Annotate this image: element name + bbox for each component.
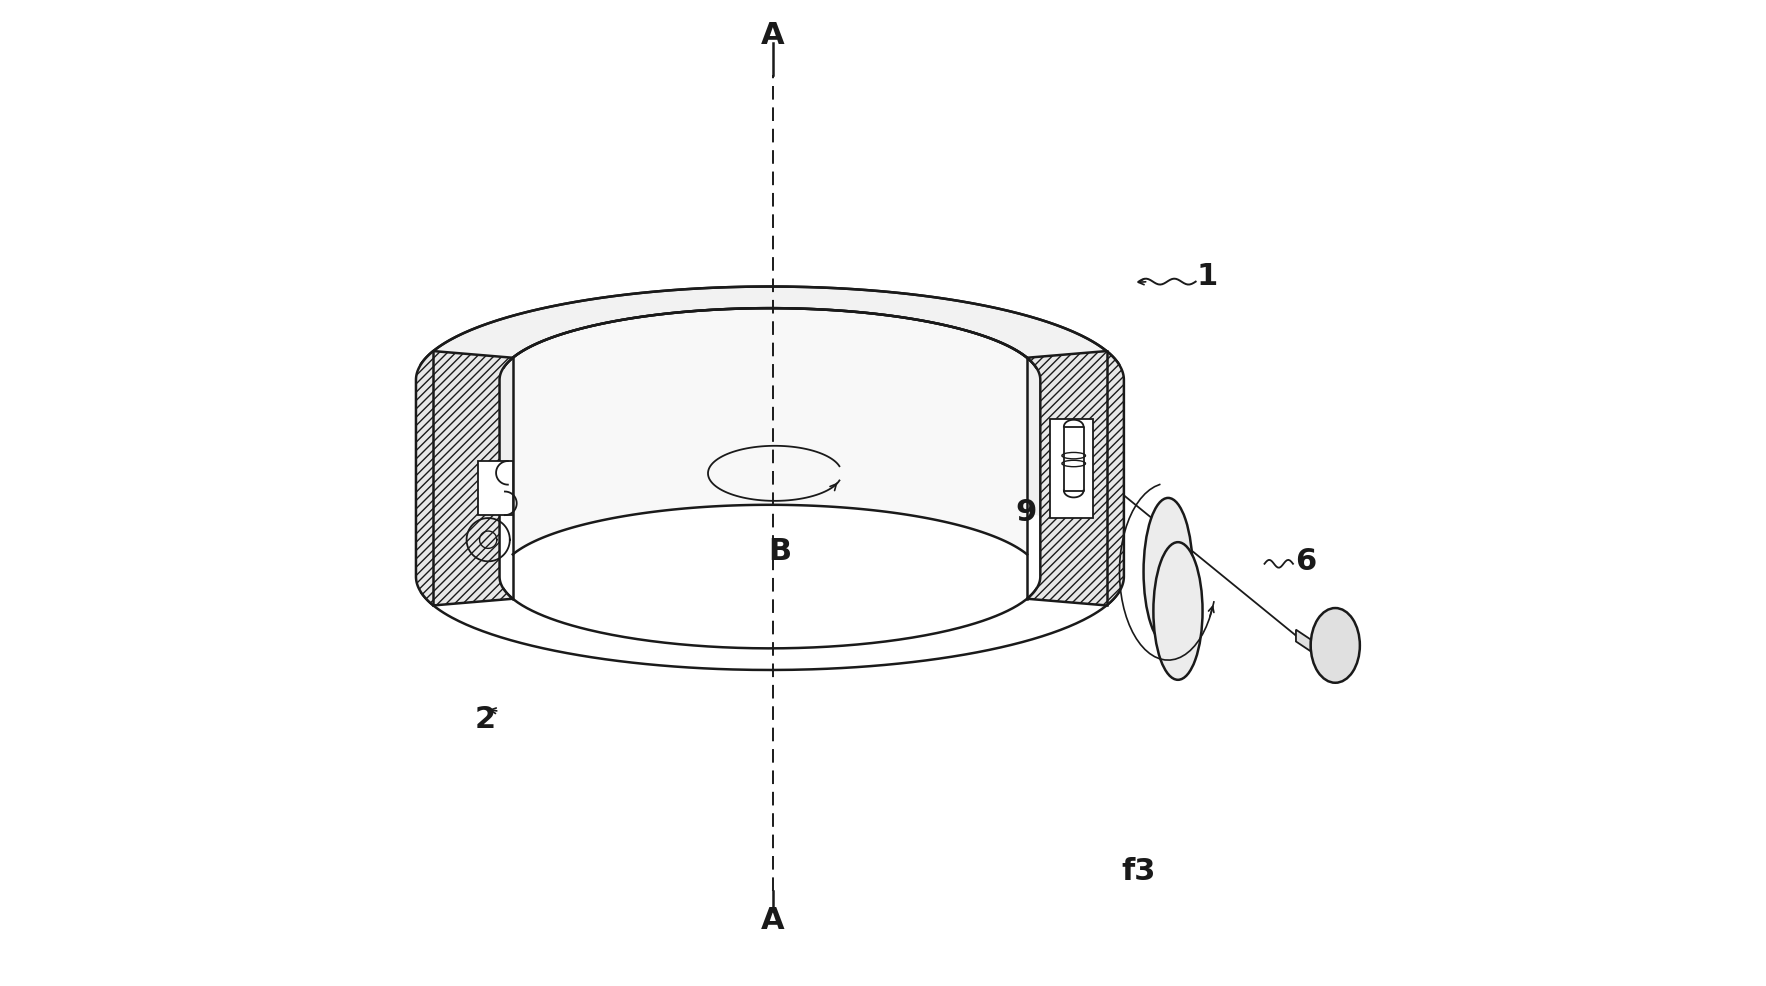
Polygon shape [1028, 351, 1123, 605]
Ellipse shape [1144, 498, 1192, 646]
Text: f3: f3 [1121, 857, 1155, 886]
Text: 2: 2 [475, 705, 494, 734]
Polygon shape [512, 309, 1028, 554]
Polygon shape [422, 287, 1118, 368]
Polygon shape [433, 287, 1107, 547]
Text: A: A [761, 22, 784, 50]
Polygon shape [417, 351, 512, 605]
Text: 9: 9 [1015, 498, 1037, 528]
Text: B: B [768, 537, 791, 567]
Ellipse shape [1153, 542, 1203, 679]
Text: A: A [761, 906, 784, 935]
Text: 1: 1 [1197, 262, 1219, 291]
Ellipse shape [1310, 608, 1360, 682]
Polygon shape [1051, 419, 1093, 518]
Polygon shape [479, 461, 512, 515]
Polygon shape [1296, 630, 1310, 652]
Text: 6: 6 [1294, 547, 1316, 577]
